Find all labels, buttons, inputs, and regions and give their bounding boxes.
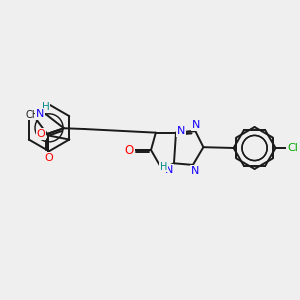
Text: N: N [36,109,44,119]
Text: N: N [191,166,199,176]
Text: Cl: Cl [287,143,298,153]
Text: CH₃: CH₃ [25,110,43,119]
Text: H: H [160,161,168,172]
Text: O: O [37,129,45,139]
Text: H: H [42,102,50,112]
Text: O: O [44,153,53,163]
Text: N: N [165,165,173,175]
Text: N: N [177,126,185,136]
Text: N: N [192,120,201,130]
Text: O: O [124,143,134,157]
